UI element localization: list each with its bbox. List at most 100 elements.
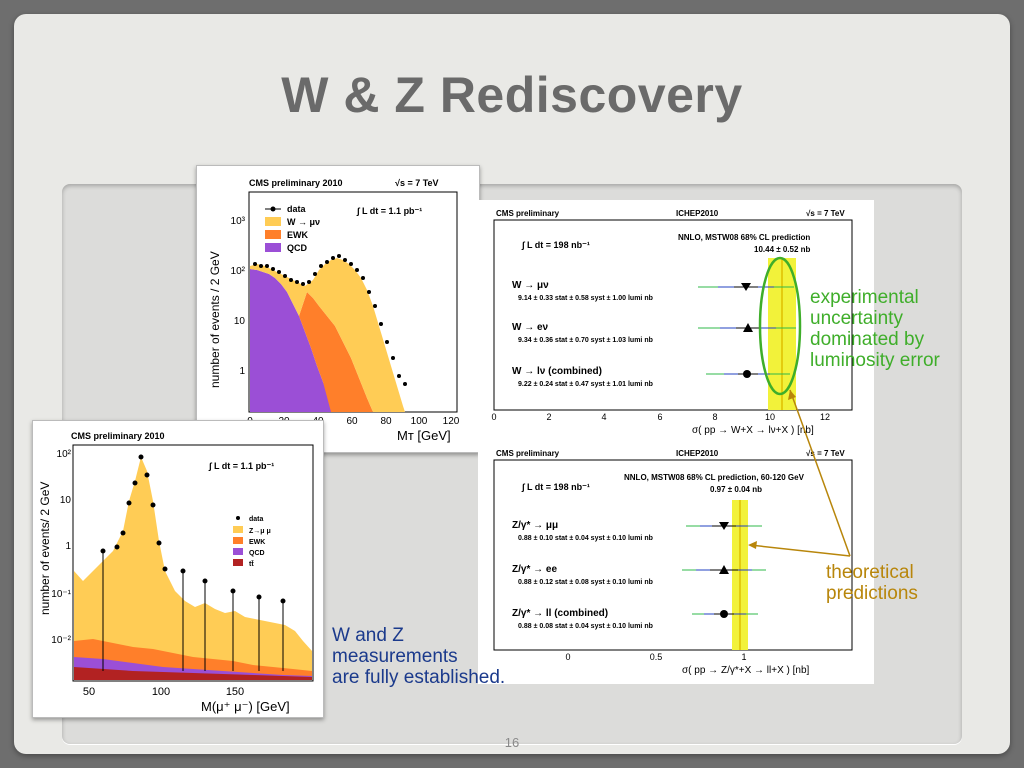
mt-plot: CMS preliminary 2010 √s = 7 TeV data W →…	[208, 178, 460, 443]
z-row-combined: Z/γ* → ll (combined) 0.88 ± 0.08 stat ± …	[512, 608, 758, 630]
z-row-value: 0.88 ± 0.12 stat ± 0.08 syst ± 0.10 lumi…	[518, 579, 653, 586]
mass-legend-tt: tt̄	[249, 559, 254, 568]
w-row-label: W → eν	[512, 322, 549, 333]
w-xlabel: σ( pp → W+X → lν+X ) [nb]	[692, 425, 814, 436]
mass-z-histogram	[74, 457, 312, 680]
mt-legend: data W → μν EWK QCD	[265, 204, 320, 253]
annot-line: dominated by	[810, 329, 925, 350]
mt-ytick: 10³	[231, 216, 246, 227]
mass-xtick: 100	[152, 686, 170, 698]
z-xtick: 1	[741, 652, 746, 662]
mt-legend-w: W → μν	[287, 217, 320, 227]
annot-line: luminosity error	[810, 350, 940, 371]
mass-ytick: 10⁻¹	[51, 589, 71, 600]
mt-legend-qcd: QCD	[287, 243, 308, 253]
experimental-annotation: experimental uncertainty dominated by lu…	[810, 287, 940, 371]
z-row-label: Z/γ* → ll (combined)	[512, 608, 608, 619]
w-prediction-value: 10.44 ± 0.52 nb	[754, 245, 811, 254]
mt-plot-energy: √s = 7 TeV	[395, 178, 439, 188]
w-xtick: 0	[491, 412, 496, 422]
w-xtick: 2	[546, 412, 551, 422]
w-prediction-title: NNLO, MSTW08 68% CL prediction	[678, 233, 810, 242]
mt-data-points	[253, 254, 407, 386]
annot-line: theoretical	[826, 562, 914, 583]
mass-ytick: 10	[60, 495, 72, 506]
mass-data-points	[100, 454, 286, 671]
w-row-label: W → lν (combined)	[512, 366, 602, 377]
annot-line: experimental	[810, 287, 919, 308]
w-row-value: 9.34 ± 0.36 stat ± 0.70 syst ± 1.03 lumi…	[518, 337, 653, 344]
z-xlabel: σ( pp → Z/γ*+X → ll+X ) [nb]	[682, 665, 810, 676]
mass-legend-qcd: QCD	[249, 550, 265, 557]
mass-ylabel: number of events/ 2 GeV	[38, 482, 52, 615]
annot-line: measurements	[332, 646, 458, 667]
mt-ytick: 10	[234, 316, 246, 327]
z-lumi: ∫ L dt = 198 nb⁻¹	[521, 482, 590, 492]
mt-ewk-histogram	[299, 292, 373, 412]
mass-plot-lumi: ∫ L dt = 1.1 pb⁻¹	[208, 461, 274, 471]
w-lumi: ∫ L dt = 198 nb⁻¹	[521, 240, 590, 250]
mass-xtick: 50	[83, 686, 95, 698]
mt-legend-ewk: EWK	[287, 230, 308, 240]
w-header-left: CMS preliminary	[496, 209, 560, 218]
z-xtick: 0.5	[650, 652, 663, 662]
annot-line: W and Z	[332, 625, 404, 646]
w-header-mid: ICHEP2010	[676, 209, 719, 218]
page-number: 16	[504, 735, 520, 750]
experimental-uncertainty-ellipse	[758, 256, 802, 396]
z-row-value: 0.88 ± 0.10 stat ± 0.04 syst ± 0.10 lumi…	[518, 535, 653, 542]
mt-plot-frame: CMS preliminary 2010 √s = 7 TeV data W →…	[196, 165, 480, 453]
mass-tt-histogram	[74, 667, 312, 680]
w-row-label: W → μν	[512, 280, 549, 291]
w-row-e: W → eν 9.34 ± 0.36 stat ± 0.70 syst ± 1.…	[512, 322, 796, 344]
mass-legend-ewk: EWK	[249, 539, 265, 546]
mt-xlabel: Mᴛ [GeV]	[397, 428, 451, 443]
w-xtick: 10	[765, 412, 775, 422]
z-xsec-plot: CMS preliminary ICHEP2010 √s = 7 TeV ∫ L…	[478, 440, 874, 684]
mt-plot-header: CMS preliminary 2010	[249, 178, 343, 188]
slide-title: W & Z Rediscovery	[281, 67, 743, 123]
w-xtick: 4	[601, 412, 606, 422]
theoretical-annotation: theoretical predictions	[826, 562, 918, 604]
z-row-mu: Z/γ* → μμ 0.88 ± 0.10 stat ± 0.04 syst ±…	[512, 520, 762, 542]
mass-ytick: 10⁻²	[51, 635, 71, 646]
w-energy: √s = 7 TeV	[806, 209, 845, 218]
z-row-e: Z/γ* → ee 0.88 ± 0.12 stat ± 0.08 syst ±…	[512, 564, 766, 586]
conclusion-annotation: W and Z measurements are fully establish…	[332, 625, 505, 688]
z-row-label: Z/γ* → μμ	[512, 520, 558, 531]
z-row-value: 0.88 ± 0.08 stat ± 0.04 syst ± 0.10 lumi…	[518, 623, 653, 630]
annot-line: predictions	[826, 583, 918, 604]
w-xtick: 6	[657, 412, 662, 422]
annot-line: uncertainty	[810, 308, 903, 329]
z-prediction-value: 0.97 ± 0.04 nb	[710, 485, 762, 494]
mt-qcd-histogram	[250, 269, 333, 412]
mass-ytick: 1	[65, 541, 71, 552]
w-row-value: 9.14 ± 0.33 stat ± 0.58 syst ± 1.00 lumi…	[518, 295, 653, 302]
w-row-combined: W → lν (combined) 9.22 ± 0.24 stat ± 0.4…	[512, 366, 790, 388]
mass-xlabel: M(μ⁺ μ⁻) [GeV]	[201, 699, 290, 714]
mass-plot-header: CMS preliminary 2010	[71, 431, 165, 441]
mt-plot-lumi: ∫ L dt = 1.1 pb⁻¹	[356, 206, 422, 216]
mt-ytick: 1	[239, 366, 245, 377]
w-row-value: 9.22 ± 0.24 stat ± 0.47 syst ± 1.01 lumi…	[518, 381, 653, 388]
mass-ytick: 10²	[57, 449, 72, 460]
mt-ylabel: number of events / 2 GeV	[208, 251, 222, 388]
mass-legend-z: Z→μ μ	[249, 528, 271, 535]
w-xtick: 8	[712, 412, 717, 422]
w-xtick: 12	[820, 412, 830, 422]
mass-xtick: 150	[226, 686, 244, 698]
mt-xtick: 100	[411, 416, 428, 427]
z-header-mid: ICHEP2010	[676, 449, 719, 458]
mass-plot: CMS preliminary 2010 ∫ L dt = 1.1 pb⁻¹ d…	[38, 431, 314, 714]
mt-xtick: 120	[443, 416, 460, 427]
z-row-label: Z/γ* → ee	[512, 564, 557, 575]
z-header-left: CMS preliminary	[496, 449, 560, 458]
mass-legend: data Z→μ μ EWK QCD tt̄	[233, 516, 271, 568]
mt-xtick: 80	[380, 416, 392, 427]
mt-w-histogram	[250, 258, 405, 412]
mt-ytick: 10²	[231, 266, 246, 277]
z-xtick: 0	[565, 652, 570, 662]
z-prediction-title: NNLO, MSTW08 68% CL prediction, 60-120 G…	[624, 473, 805, 482]
mass-legend-data: data	[249, 516, 264, 523]
z-energy: √s = 7 TeV	[806, 449, 845, 458]
